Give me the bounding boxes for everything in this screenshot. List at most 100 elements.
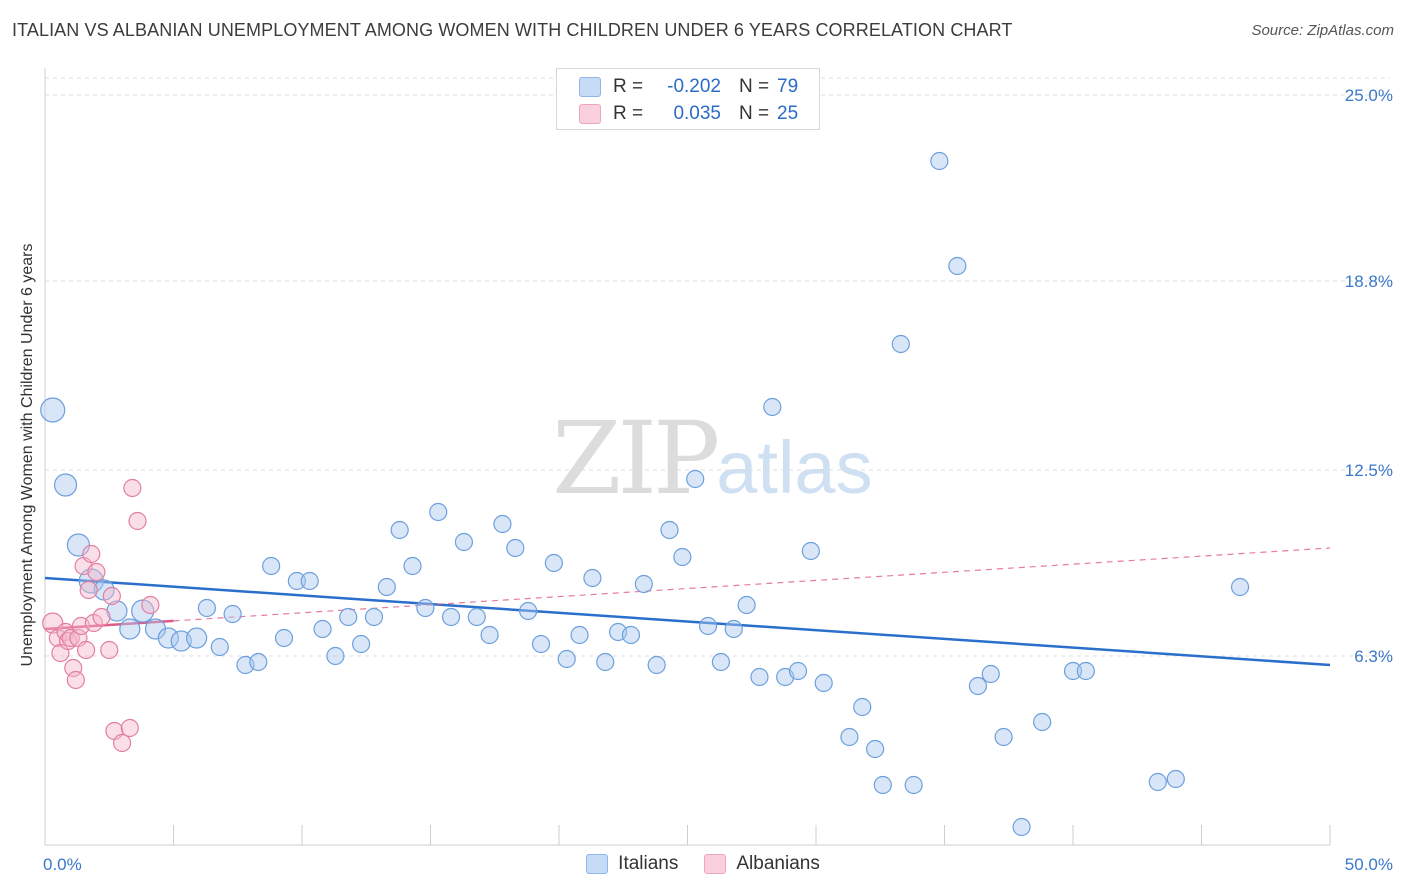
point-italians (788, 661, 808, 681)
point-italians (873, 775, 892, 795)
point-italians (686, 469, 705, 489)
point-italians (570, 625, 589, 645)
legend-row-italians: R = -0.202 N = 79 (579, 74, 798, 100)
point-italians (519, 601, 538, 621)
point-italians (930, 151, 949, 171)
series-label-italians: Italians (618, 853, 679, 874)
x-tick-label: 50.0% (1345, 855, 1393, 874)
point-italians (429, 502, 448, 522)
point-italians (157, 627, 179, 649)
point-albanians (61, 628, 80, 648)
point-italians (866, 739, 885, 759)
point-albanians (79, 580, 98, 600)
axes-layer (44, 68, 1331, 846)
legend-n-label: N = (739, 103, 770, 124)
y-tick-label: 18.8% (1345, 272, 1393, 291)
y-tick-label: 25.0% (1345, 86, 1393, 105)
point-albanians (92, 607, 111, 627)
point-italians (467, 607, 486, 627)
point-italians (131, 599, 155, 623)
legend-r-value: 0.035 (673, 103, 721, 124)
point-italians (313, 619, 332, 639)
point-italians (262, 556, 281, 576)
point-italians (454, 532, 474, 552)
trend-layer (44, 547, 1331, 667)
point-italians (750, 667, 769, 687)
point-italians (352, 634, 371, 654)
point-albanians (120, 718, 139, 738)
point-italians (170, 630, 192, 652)
series-swatch-albanians (704, 854, 727, 874)
point-italians (40, 397, 66, 423)
legend-n-label: N = (739, 76, 770, 97)
point-italians (377, 577, 396, 597)
legend-r-value: -0.202 (667, 76, 721, 97)
point-italians (647, 655, 666, 675)
point-albanians (128, 511, 147, 531)
point-italians (698, 616, 718, 636)
point-italians (596, 652, 615, 672)
point-albanians (141, 595, 160, 615)
point-italians (531, 634, 551, 654)
point-italians (480, 625, 499, 645)
legend-n-value: 79 (777, 76, 799, 97)
point-albanians (77, 640, 96, 660)
correlation-legend: R = -0.202 N = 79 R = 0.035 N = 25 (556, 68, 820, 130)
point-albanians (112, 733, 132, 753)
point-italians (197, 598, 217, 618)
point-italians (300, 571, 319, 591)
point-albanians (102, 586, 121, 606)
point-italians (326, 646, 345, 666)
point-italians (403, 556, 422, 576)
point-italians (801, 541, 820, 561)
point-italians (493, 514, 512, 534)
point-italians (287, 571, 306, 591)
x-tick-label: 0.0% (43, 855, 82, 874)
point-italians (994, 727, 1013, 747)
chart-source: Source: ZipAtlas.com (1251, 22, 1394, 39)
point-italians (1076, 661, 1095, 681)
point-italians (840, 727, 859, 747)
point-albanians (66, 670, 85, 690)
point-italians (339, 607, 358, 627)
legend-swatch-italians (579, 77, 601, 97)
watermark-atlas: atlas (716, 426, 873, 509)
point-italians (544, 553, 563, 573)
point-italians (364, 607, 384, 627)
point-italians (1033, 712, 1052, 732)
point-italians (634, 574, 653, 594)
point-italians (891, 334, 910, 354)
point-albanians (123, 478, 142, 498)
series-legend-italians[interactable]: Italians (586, 852, 678, 876)
point-italians (210, 637, 229, 657)
point-albanians (82, 544, 101, 564)
series-label-albanians: Albanians (736, 853, 820, 874)
point-italians (557, 649, 576, 669)
point-italians (814, 673, 833, 693)
point-italians (904, 775, 923, 795)
point-italians (583, 568, 602, 588)
point-italians (737, 595, 756, 615)
point-italians (673, 547, 692, 567)
point-italians (763, 397, 782, 417)
point-italians (853, 697, 872, 717)
point-italians (390, 520, 409, 540)
point-italians (711, 652, 731, 672)
y-tick-label: 6.3% (1354, 647, 1393, 666)
point-italians (416, 598, 435, 618)
watermark: ZIPatlas (552, 400, 873, 517)
labels-layer: 6.3% 12.5% 18.8% 25.0% 0.0% 50.0% (43, 86, 1393, 874)
trendline-albanians-solid (44, 619, 174, 631)
y-tick-label: 12.5% (1345, 461, 1393, 480)
series-legend-albanians[interactable]: Albanians (704, 852, 820, 876)
point-italians (724, 619, 743, 639)
point-italians (119, 618, 141, 640)
point-italians (249, 652, 268, 672)
legend-r-label: R = (613, 103, 644, 124)
point-albanians (87, 562, 106, 582)
point-italians (621, 625, 641, 645)
grid-layer (45, 77, 1390, 657)
point-italians (981, 664, 1000, 684)
point-italians (948, 256, 967, 276)
watermark-zip: ZIP (552, 400, 720, 517)
